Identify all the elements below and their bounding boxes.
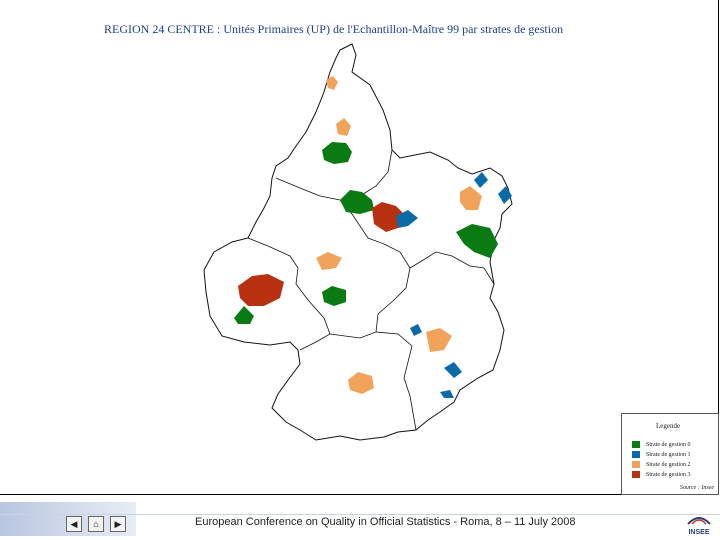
- dept-border-5: [329, 267, 411, 339]
- unit-stratum-2: [316, 252, 342, 270]
- logo-text: INSEE: [688, 529, 709, 536]
- dept-border-4: [247, 237, 331, 351]
- unit-stratum-3: [372, 202, 404, 232]
- legend: Legende Strate de gestion 0 Strate de ge…: [621, 413, 719, 495]
- unit-stratum-0: [322, 286, 346, 306]
- unit-stratum-2: [460, 186, 482, 210]
- unit-stratum-1: [396, 210, 418, 228]
- unit-stratum-1: [474, 172, 488, 188]
- unit-stratum-1: [440, 390, 454, 398]
- unit-stratum-1: [444, 362, 462, 378]
- unit-stratum-0: [322, 142, 352, 164]
- next-slide-button[interactable]: ▶: [110, 516, 126, 532]
- legend-item: Strate de gestion 0: [632, 440, 691, 449]
- legend-label: Strate de gestion 1: [646, 451, 691, 458]
- unit-stratum-0: [340, 190, 374, 214]
- dept-border-3: [409, 251, 495, 285]
- previous-slide-button[interactable]: ◀: [66, 516, 82, 532]
- dept-border-2: [359, 149, 393, 197]
- unit-stratum-3: [238, 274, 284, 306]
- legend-swatch: [632, 471, 640, 478]
- unit-stratum-2: [426, 328, 452, 352]
- legend-label: Strate de gestion 3: [646, 471, 691, 478]
- arrow-left-icon: ◀: [70, 518, 78, 529]
- unit-stratum-1: [410, 324, 422, 336]
- legend-item: Strate de gestion 1: [632, 450, 691, 459]
- dept-border-6: [375, 331, 417, 431]
- footer-rule: [0, 514, 720, 515]
- unit-stratum-0: [234, 306, 254, 324]
- region-outline: [203, 43, 513, 441]
- legend-title: Legende: [656, 422, 681, 430]
- legend-swatch: [632, 451, 640, 458]
- legend-item: Strate de gestion 3: [632, 470, 691, 479]
- legend-swatch: [632, 461, 640, 468]
- home-button[interactable]: ⌂: [88, 516, 104, 532]
- home-icon: ⌂: [93, 519, 99, 529]
- arrow-right-icon: ▶: [114, 518, 122, 529]
- legend-source: Source : Insee: [679, 485, 714, 491]
- dept-border-1: [275, 177, 411, 269]
- legend-label: Strate de gestion 0: [646, 441, 691, 448]
- map-frame: [0, 0, 719, 495]
- unit-stratum-1: [498, 186, 512, 204]
- legend-swatch: [632, 441, 640, 448]
- region-map: [203, 43, 513, 441]
- unit-stratum-0: [456, 224, 498, 258]
- unit-stratum-2: [348, 372, 374, 394]
- unit-stratum-2: [326, 76, 338, 90]
- unit-stratum-2: [336, 118, 351, 136]
- footer-text: European Conference on Quality in Offici…: [195, 516, 576, 528]
- insee-logo: INSEE: [687, 517, 711, 536]
- legend-label: Strate de gestion 2: [646, 461, 691, 468]
- footer: ◀ ⌂ ▶ European Conference on Quality in …: [0, 496, 720, 540]
- map-title: REGION 24 CENTRE : Unités Primaires (UP)…: [104, 22, 564, 36]
- legend-item: Strate de gestion 2: [632, 460, 691, 469]
